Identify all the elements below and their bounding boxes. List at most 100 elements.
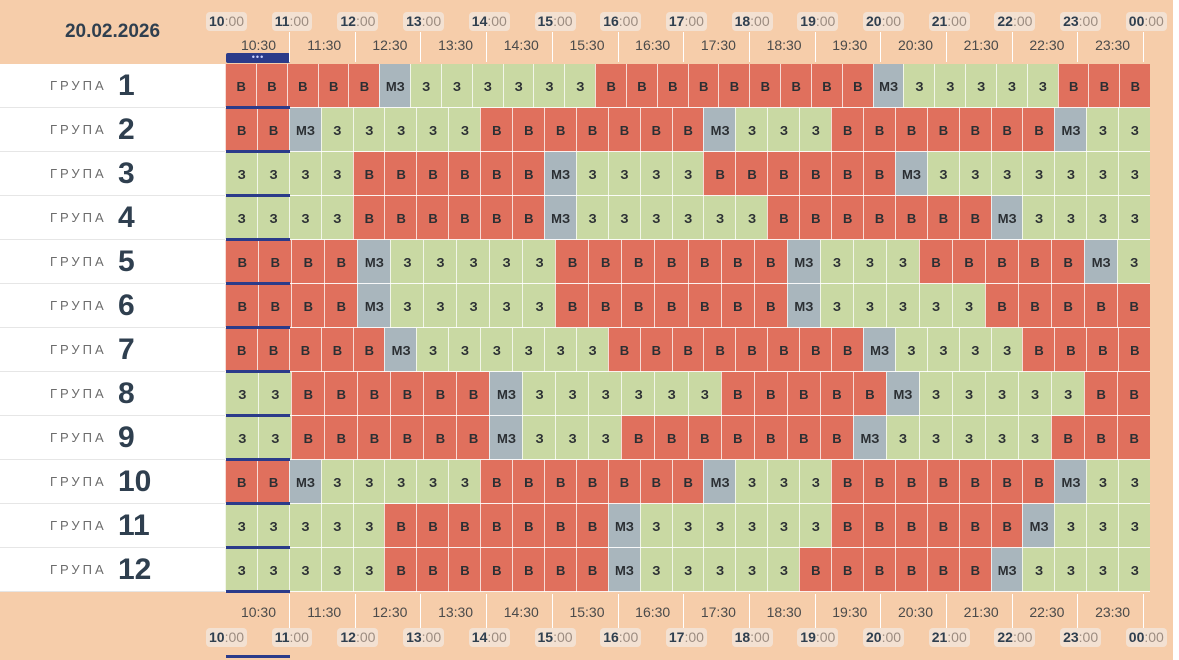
schedule-cell[interactable]: В bbox=[639, 328, 673, 372]
schedule-cell[interactable]: МЗ bbox=[1022, 504, 1055, 548]
schedule-cell[interactable]: В bbox=[926, 548, 960, 592]
schedule-cell[interactable]: В bbox=[799, 548, 832, 592]
schedule-cell[interactable]: З bbox=[288, 152, 322, 196]
schedule-cell[interactable]: З bbox=[320, 460, 354, 504]
schedule-cell[interactable]: З bbox=[1050, 372, 1085, 416]
group-label-7[interactable]: ГРУПА 7 bbox=[0, 328, 225, 372]
group-label-6[interactable]: ГРУПА 6 bbox=[0, 284, 225, 328]
schedule-cell[interactable]: З bbox=[225, 196, 258, 240]
schedule-cell[interactable]: В bbox=[720, 416, 755, 460]
schedule-cell[interactable]: З bbox=[1118, 152, 1151, 196]
schedule-cell[interactable]: З bbox=[352, 548, 385, 592]
schedule-cell[interactable]: В bbox=[687, 64, 719, 108]
schedule-cell[interactable]: З bbox=[621, 372, 655, 416]
schedule-cell[interactable]: МЗ bbox=[543, 152, 577, 196]
schedule-cell[interactable]: В bbox=[352, 196, 385, 240]
schedule-cell[interactable]: В bbox=[575, 548, 609, 592]
group-label-9[interactable]: ГРУПА 9 bbox=[0, 416, 225, 460]
schedule-cell[interactable]: В bbox=[654, 416, 688, 460]
schedule-cell[interactable]: В bbox=[1083, 284, 1118, 328]
schedule-cell[interactable]: З bbox=[1017, 372, 1052, 416]
schedule-cell[interactable]: З bbox=[423, 240, 457, 284]
schedule-cell[interactable]: В bbox=[575, 108, 609, 152]
schedule-cell[interactable]: З bbox=[320, 548, 354, 592]
schedule-cell[interactable]: З bbox=[502, 64, 534, 108]
schedule-cell[interactable]: В bbox=[1118, 328, 1151, 372]
schedule-cell[interactable]: В bbox=[918, 240, 953, 284]
schedule-cell[interactable]: В bbox=[480, 196, 513, 240]
schedule-cell[interactable]: З bbox=[639, 196, 673, 240]
schedule-cell[interactable]: В bbox=[258, 284, 292, 328]
schedule-cell[interactable]: В bbox=[225, 460, 258, 504]
schedule-cell[interactable]: З bbox=[735, 108, 768, 152]
schedule-cell[interactable]: В bbox=[317, 64, 349, 108]
schedule-cell[interactable]: В bbox=[1022, 328, 1055, 372]
schedule-cell[interactable]: МЗ bbox=[379, 64, 411, 108]
schedule-cell[interactable]: В bbox=[639, 460, 673, 504]
schedule-cell[interactable]: В bbox=[1119, 64, 1151, 108]
schedule-cell[interactable]: З bbox=[703, 548, 736, 592]
schedule-cell[interactable]: З bbox=[1022, 548, 1055, 592]
schedule-cell[interactable]: В bbox=[687, 416, 722, 460]
schedule-cell[interactable]: З bbox=[735, 196, 768, 240]
schedule-cell[interactable]: З bbox=[990, 152, 1023, 196]
schedule-cell[interactable]: З bbox=[288, 196, 322, 240]
schedule-cell[interactable]: З bbox=[1118, 504, 1151, 548]
schedule-cell[interactable]: В bbox=[480, 152, 513, 196]
schedule-cell[interactable]: З bbox=[926, 152, 960, 196]
schedule-cell[interactable]: З bbox=[522, 416, 556, 460]
schedule-cell[interactable]: МЗ bbox=[607, 548, 641, 592]
schedule-cell[interactable]: В bbox=[255, 64, 288, 108]
schedule-cell[interactable]: В bbox=[810, 64, 843, 108]
schedule-cell[interactable]: В bbox=[512, 504, 545, 548]
schedule-cell[interactable]: В bbox=[720, 372, 755, 416]
schedule-cell[interactable]: В bbox=[720, 284, 755, 328]
schedule-cell[interactable]: З bbox=[352, 108, 385, 152]
schedule-cell[interactable]: В bbox=[348, 64, 380, 108]
schedule-cell[interactable]: З bbox=[951, 416, 986, 460]
schedule-cell[interactable]: В bbox=[291, 416, 325, 460]
schedule-cell[interactable]: З bbox=[926, 328, 960, 372]
schedule-cell[interactable]: В bbox=[1050, 284, 1085, 328]
schedule-cell[interactable]: В bbox=[990, 108, 1023, 152]
schedule-cell[interactable]: В bbox=[1088, 64, 1120, 108]
schedule-cell[interactable]: В bbox=[831, 196, 864, 240]
schedule-cell[interactable]: В bbox=[926, 108, 960, 152]
schedule-cell[interactable]: З bbox=[384, 460, 417, 504]
schedule-cell[interactable]: З bbox=[654, 372, 688, 416]
schedule-cell[interactable]: МЗ bbox=[607, 504, 641, 548]
schedule-cell[interactable]: В bbox=[984, 240, 1019, 284]
schedule-cell[interactable]: З bbox=[1118, 548, 1151, 592]
schedule-cell[interactable]: В bbox=[291, 240, 325, 284]
schedule-cell[interactable]: З bbox=[416, 460, 449, 504]
group-label-4[interactable]: ГРУПА 4 bbox=[0, 196, 225, 240]
schedule-cell[interactable]: З bbox=[512, 328, 545, 372]
schedule-cell[interactable]: З bbox=[522, 284, 556, 328]
schedule-cell[interactable]: З bbox=[256, 152, 290, 196]
schedule-cell[interactable]: З bbox=[607, 152, 641, 196]
schedule-cell[interactable]: В bbox=[1116, 284, 1151, 328]
schedule-cell[interactable]: В bbox=[621, 240, 655, 284]
schedule-cell[interactable]: В bbox=[621, 416, 655, 460]
schedule-cell[interactable]: В bbox=[225, 240, 259, 284]
schedule-cell[interactable]: З bbox=[555, 416, 589, 460]
schedule-cell[interactable]: З bbox=[384, 108, 417, 152]
schedule-cell[interactable]: В bbox=[1057, 64, 1089, 108]
schedule-cell[interactable]: З bbox=[885, 284, 920, 328]
schedule-cell[interactable]: З bbox=[320, 504, 354, 548]
schedule-cell[interactable]: З bbox=[390, 284, 424, 328]
schedule-cell[interactable]: З bbox=[448, 460, 481, 504]
schedule-cell[interactable]: В bbox=[862, 152, 896, 196]
schedule-cell[interactable]: МЗ bbox=[894, 152, 928, 196]
schedule-cell[interactable]: З bbox=[1118, 196, 1151, 240]
group-label-10[interactable]: ГРУПА 10 bbox=[0, 460, 225, 504]
schedule-cell[interactable]: В bbox=[894, 460, 928, 504]
schedule-cell[interactable]: В bbox=[799, 152, 832, 196]
schedule-cell[interactable]: В bbox=[656, 64, 688, 108]
schedule-cell[interactable]: В bbox=[894, 108, 928, 152]
schedule-cell[interactable]: З bbox=[767, 504, 800, 548]
schedule-cell[interactable]: В bbox=[543, 504, 577, 548]
schedule-cell[interactable]: МЗ bbox=[288, 460, 322, 504]
schedule-cell[interactable]: З bbox=[799, 504, 832, 548]
schedule-cell[interactable]: МЗ bbox=[1083, 240, 1118, 284]
